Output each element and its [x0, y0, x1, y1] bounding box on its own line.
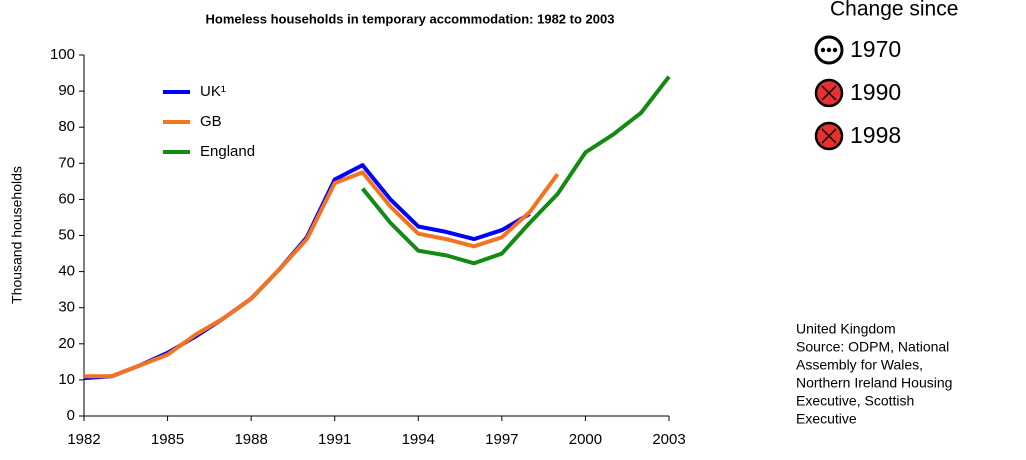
change-label: 1970 — [850, 36, 901, 62]
change-label: 1990 — [850, 79, 901, 105]
change-title: Change since — [830, 0, 958, 21]
y-tick-label: 60 — [58, 190, 75, 207]
x-tick-label: 1997 — [485, 431, 518, 448]
x-tick-label: 2000 — [569, 431, 602, 448]
line — [84, 170, 560, 379]
x-tick-label: 1991 — [318, 431, 351, 448]
y-tick-label: 80 — [58, 118, 75, 135]
y-tick-label: 20 — [58, 335, 75, 352]
y-tick-label: 90 — [58, 82, 75, 99]
x-tick-label: 2003 — [652, 431, 685, 448]
note-line: Executive, Scottish — [796, 393, 914, 409]
legend-label: UK¹ — [200, 83, 226, 100]
legend-label: England — [200, 143, 255, 160]
y-axis-label: Thousand households — [9, 166, 25, 304]
y-tick-label: 30 — [58, 299, 75, 316]
note-line: United Kingdom — [796, 321, 896, 337]
y-tick-label: 100 — [50, 46, 75, 63]
note-line: Executive — [796, 411, 857, 427]
change-label: 1998 — [850, 122, 901, 148]
x-tick-label: 1985 — [151, 431, 184, 448]
chart-title: Homeless households in temporary accommo… — [206, 11, 615, 26]
note-line: Source: ODPM, National — [796, 339, 949, 355]
x-tick-label: 1988 — [234, 431, 267, 448]
icon-cross — [814, 78, 844, 108]
y-tick-label: 70 — [58, 154, 75, 171]
note-line: Assembly for Wales, — [796, 357, 923, 373]
x-tick-label: 1982 — [67, 431, 100, 448]
icon-dots — [814, 35, 844, 65]
legend-label: GB — [200, 113, 222, 130]
icon-cross — [814, 121, 844, 151]
line — [361, 75, 671, 266]
y-tick-label: 10 — [58, 371, 75, 388]
y-tick-label: 0 — [67, 407, 75, 424]
y-tick-label: 50 — [58, 226, 75, 243]
line — [83, 163, 531, 381]
y-tick-label: 40 — [58, 263, 75, 280]
note-line: Northern Ireland Housing — [796, 375, 952, 391]
x-tick-label: 1994 — [402, 431, 435, 448]
